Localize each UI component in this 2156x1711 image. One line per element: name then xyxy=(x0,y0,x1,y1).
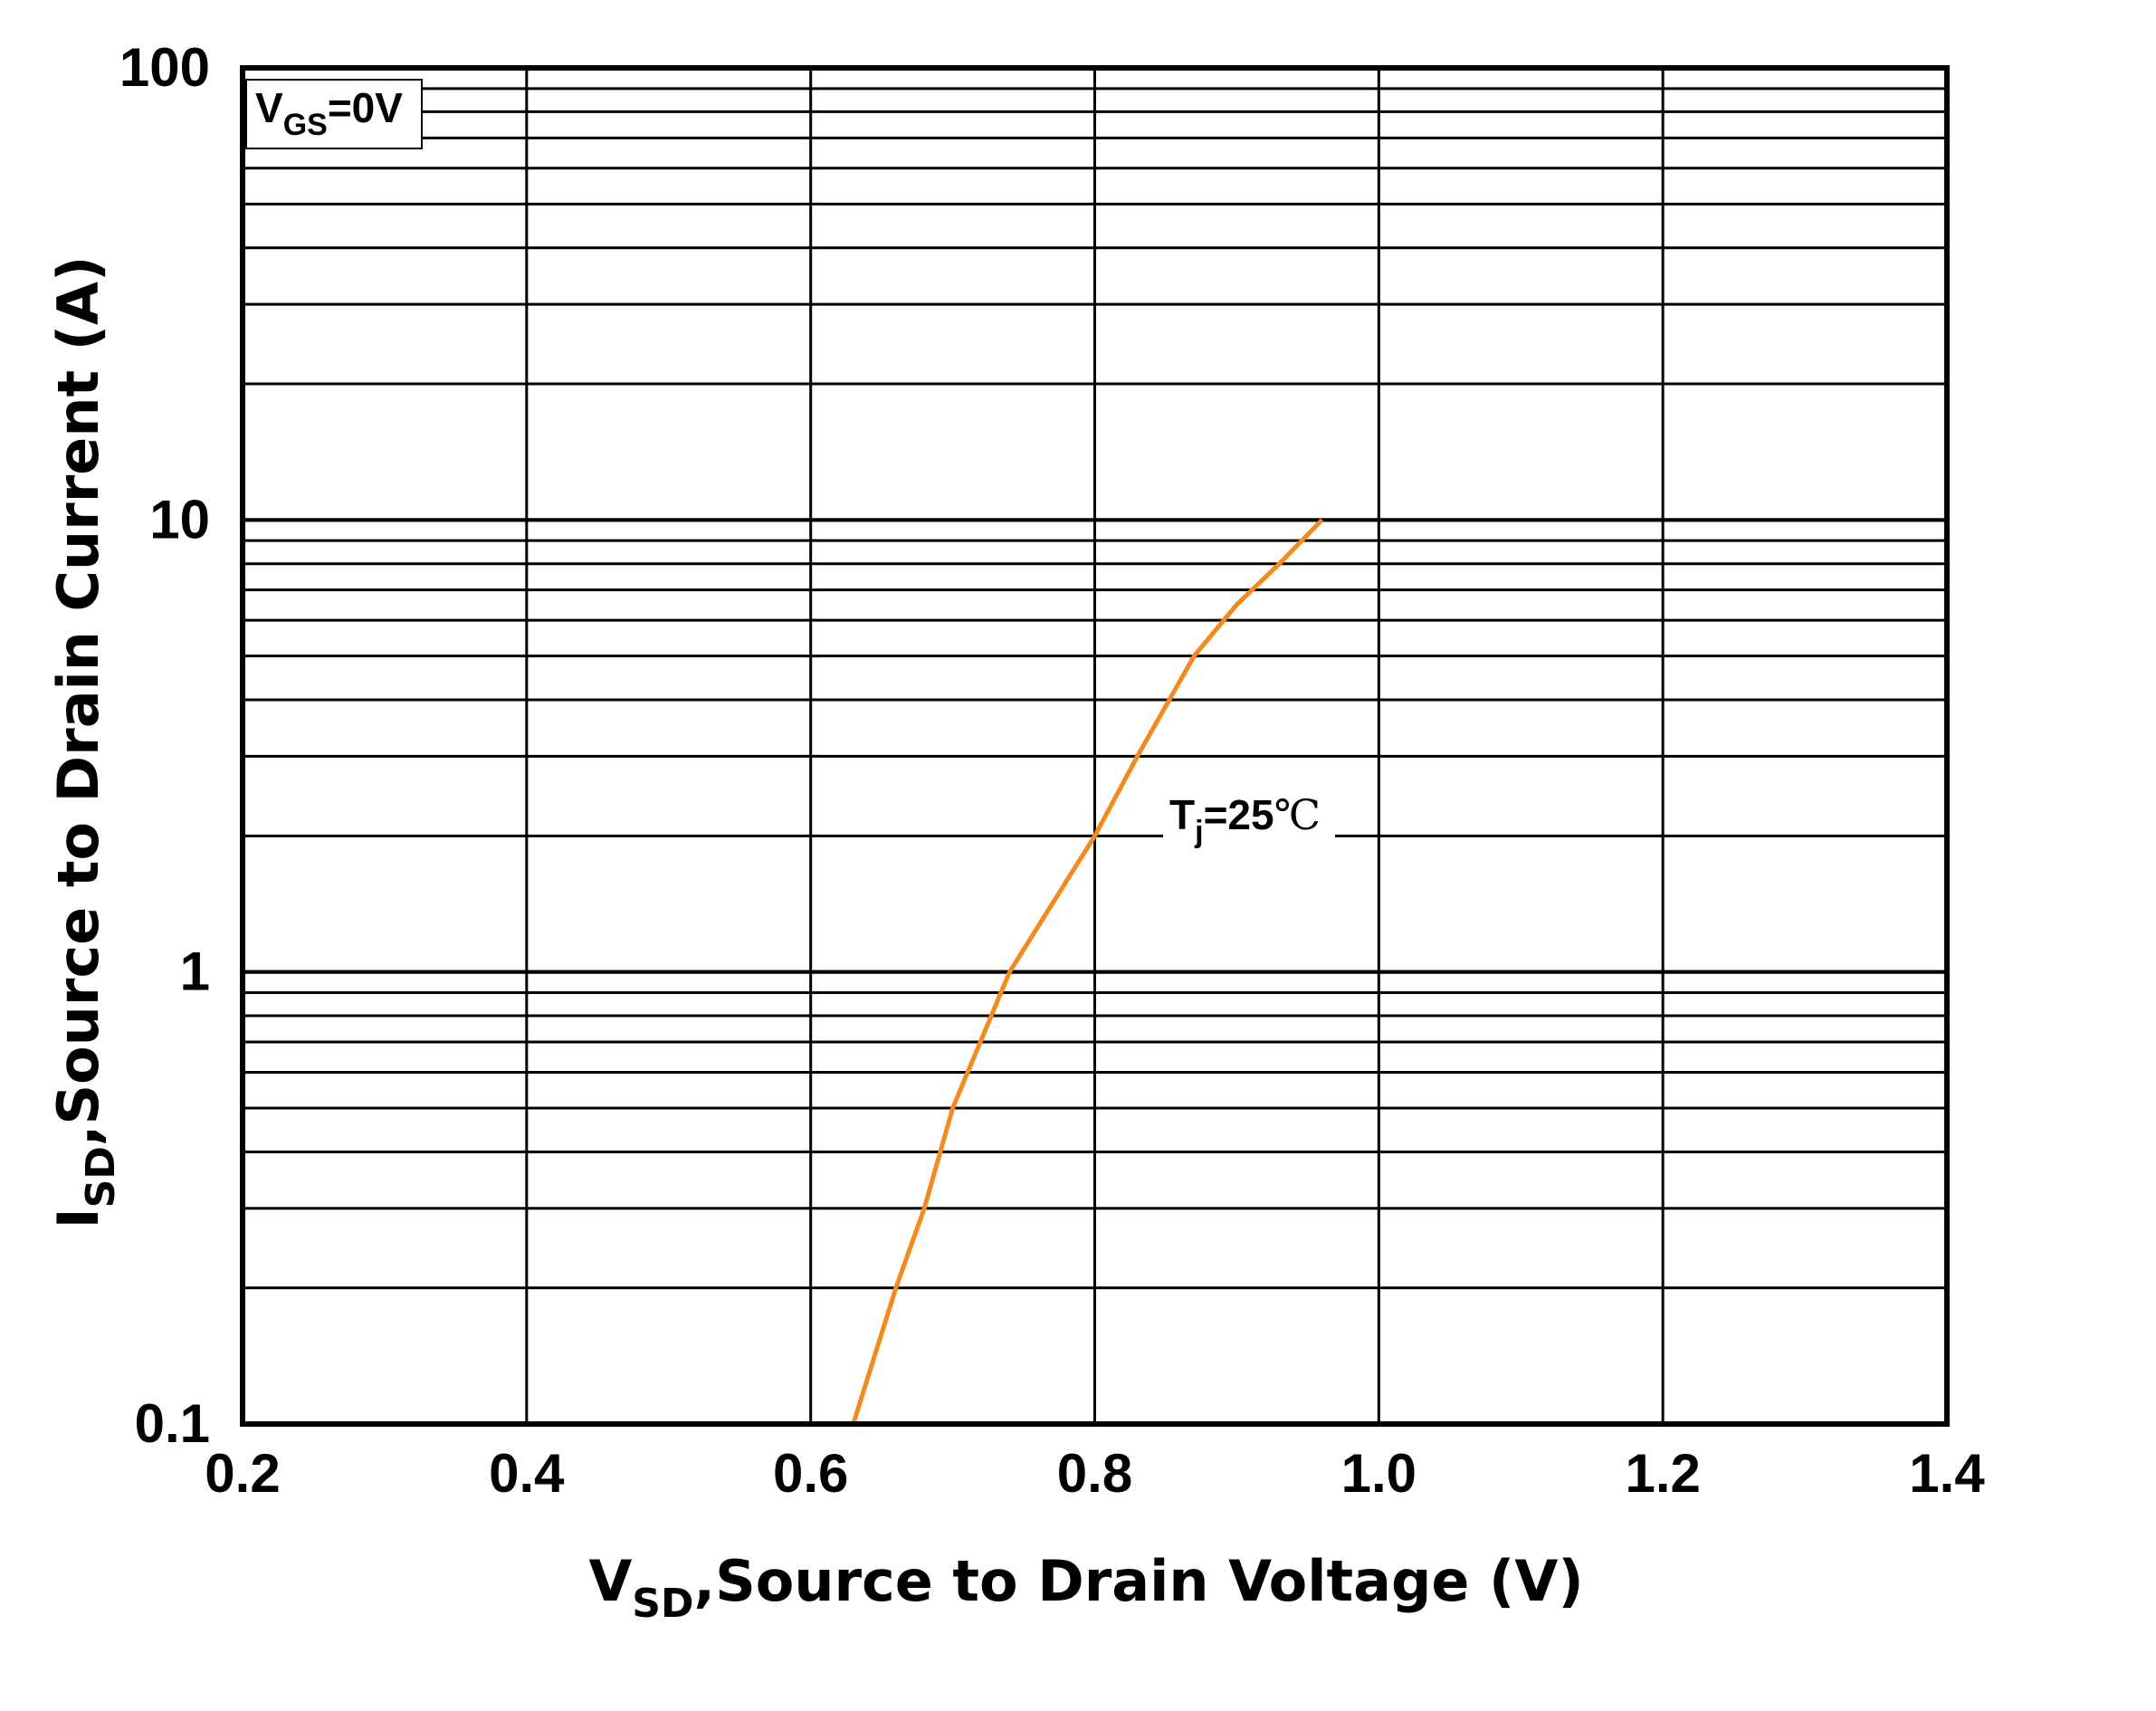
x-tick-label: 0.2 xyxy=(205,1443,280,1504)
legend-box xyxy=(245,79,423,149)
series-label: Tj=25℃ xyxy=(1169,790,1321,849)
x-tick-label: 0.8 xyxy=(1057,1443,1132,1504)
y-tick-label: 10 xyxy=(149,489,210,550)
y-tick-label: 0.1 xyxy=(135,1393,210,1454)
grid xyxy=(241,66,1949,1426)
x-tick-label: 0.6 xyxy=(773,1443,848,1504)
y-axis-title: ISD,Source to Drain Current (A) xyxy=(45,256,124,1229)
series-label-background xyxy=(1163,788,1335,853)
legend-label: VGS=0V xyxy=(255,84,403,142)
y-tick-label: 100 xyxy=(119,37,210,98)
x-tick-label: 1.2 xyxy=(1625,1443,1700,1504)
y-tick-label: 1 xyxy=(180,942,210,1002)
x-tick-labels: 0.2 0.4 0.6 0.8 1.0 1.2 1.4 xyxy=(205,1443,1985,1504)
series-line-tj-25 xyxy=(851,518,1324,1425)
x-tick-label: 0.4 xyxy=(489,1443,565,1504)
x-axis-title: VSD,Source to Drain Voltage (V) xyxy=(588,1548,1583,1627)
x-tick-label: 1.0 xyxy=(1341,1443,1417,1504)
plot-frame xyxy=(240,65,1950,1427)
y-tick-labels: 0.1 1 10 100 xyxy=(119,37,210,1454)
x-tick-label: 1.4 xyxy=(1909,1443,1985,1504)
